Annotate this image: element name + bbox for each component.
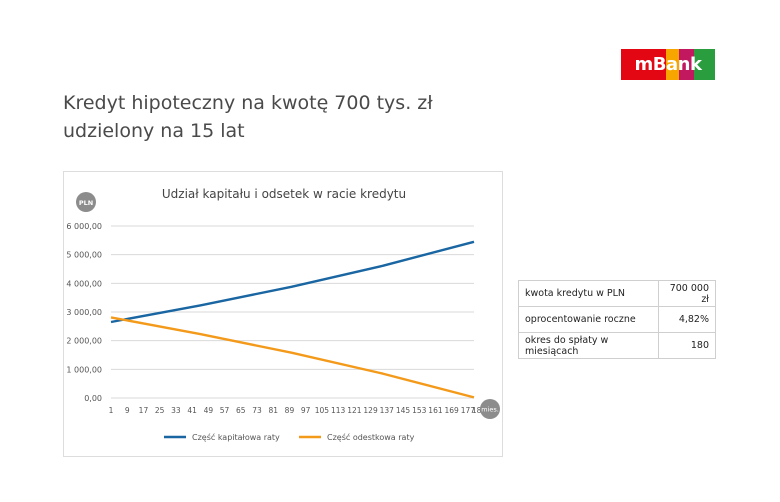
series-line-1	[110, 240, 475, 324]
x-tick-label: 137	[380, 406, 395, 415]
logo-stripe-red	[621, 49, 667, 80]
loan-info-table: kwota kredytu w PLN 700 000 zł oprocentowa…	[518, 280, 716, 359]
info-value: 700 000 zł	[658, 280, 716, 307]
y-tick-label: 5 000,00	[66, 251, 102, 260]
x-tick-label: 161	[428, 406, 443, 415]
x-tick-label: 9	[125, 406, 130, 415]
x-tick-label: 153	[412, 406, 427, 415]
x-tick-label: 129	[363, 406, 378, 415]
legend-label: Część odestkowa raty	[327, 432, 415, 442]
x-tick-label: 49	[204, 406, 214, 415]
x-tick-label: 121	[347, 406, 362, 415]
x-tick-label: 177	[461, 406, 476, 415]
chart-title: Udział kapitału i odsetek w racie kredyt…	[162, 187, 406, 201]
info-row: okres do spłaty w miesiącach 180	[518, 332, 716, 359]
y-axis-unit-badge	[76, 192, 96, 212]
y-axis-label: PLN	[79, 199, 93, 207]
info-value: 4,82%	[658, 306, 716, 333]
x-tick-label: 169	[445, 406, 460, 415]
x-tick-label: 105	[315, 406, 330, 415]
info-row: kwota kredytu w PLN 700 000 zł	[518, 280, 716, 307]
x-tick-label: 145	[396, 406, 411, 415]
y-tick-label: 3 000,00	[66, 308, 102, 317]
title-line-2: udzielony na 15 lat	[63, 120, 245, 142]
page-title: Kredyt hipoteczny na kwotę 700 tys. zł u…	[63, 89, 503, 145]
info-label: kwota kredytu w PLN	[518, 280, 659, 307]
x-tick-label: 81	[268, 406, 278, 415]
x-tick-label: 113	[331, 406, 346, 415]
x-axis-unit-badge	[480, 399, 500, 419]
x-tick-label: 41	[187, 406, 197, 415]
x-tick-label: 180	[472, 406, 487, 415]
info-value: 180	[658, 332, 716, 359]
x-tick-label: 33	[171, 406, 181, 415]
x-tick-label: 65	[236, 406, 246, 415]
x-axis-label: mies.	[481, 406, 499, 414]
x-tick-label: 1	[109, 406, 114, 415]
x-tick-label: 73	[252, 406, 262, 415]
x-tick-label: 57	[220, 406, 230, 415]
line-chart: Udział kapitału i odsetek w racie kredyt…	[66, 187, 500, 442]
mbank-logo: mBank	[621, 49, 715, 80]
chart-panel: Udział kapitału i odsetek w racie kredyt…	[63, 171, 503, 457]
x-tick-label: 97	[301, 406, 311, 415]
x-tick-label: 17	[139, 406, 149, 415]
logo-stripe-orange	[666, 49, 680, 80]
logo-stripe-magenta	[679, 49, 695, 80]
y-tick-label: 2 000,00	[66, 337, 102, 346]
series-line-2	[110, 316, 475, 399]
legend-label: Część kapitałowa raty	[192, 432, 280, 442]
x-tick-label: 89	[285, 406, 295, 415]
y-tick-label: 0,00	[84, 394, 102, 403]
title-line-1: Kredyt hipoteczny na kwotę 700 tys. zł	[63, 92, 433, 114]
info-row: oprocentowanie roczne 4,82%	[518, 306, 716, 333]
y-tick-label: 6 000,00	[66, 222, 102, 231]
x-tick-label: 25	[155, 406, 165, 415]
logo-text: mBank	[634, 54, 702, 75]
logo-stripe-green	[694, 49, 715, 80]
info-label: oprocentowanie roczne	[518, 306, 659, 333]
info-label: okres do spłaty w miesiącach	[518, 332, 659, 359]
y-tick-label: 1 000,00	[66, 365, 102, 374]
y-tick-label: 4 000,00	[66, 279, 102, 288]
